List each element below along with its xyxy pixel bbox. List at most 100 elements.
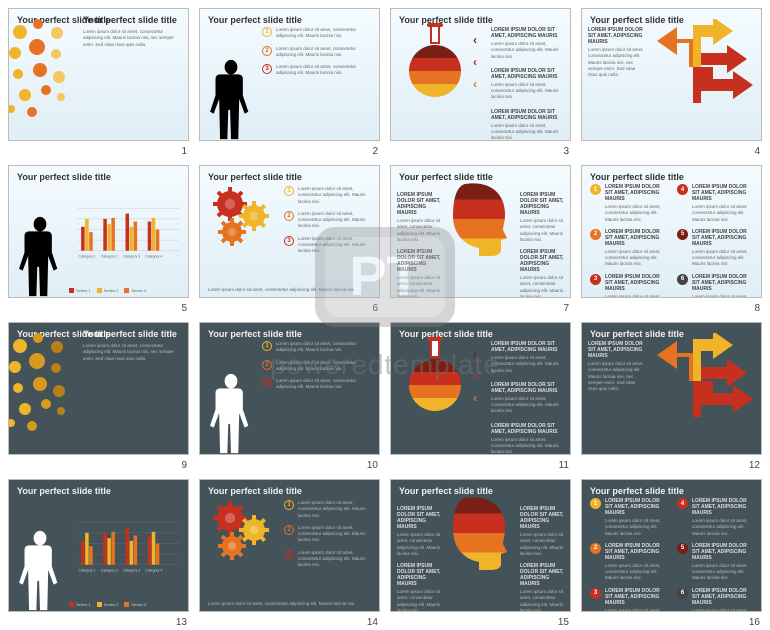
slide-body: Your perfect slide titleLorem ipsum dolo… xyxy=(83,15,180,48)
slide-1[interactable]: Your perfect slide titleYour perfect sli… xyxy=(8,8,189,141)
slide-number: 2 xyxy=(372,146,378,157)
slide-14[interactable]: Your perfect slide title 1Lorem ipsum dol… xyxy=(199,479,380,612)
slide-16[interactable]: Your perfect slide title1LOREM IPSUM DOL… xyxy=(581,479,762,612)
slide-title: Your perfect slide title xyxy=(208,15,371,25)
slide-cell-13: Your perfect slide titleCategory 1Catego… xyxy=(8,479,189,626)
slide-7[interactable]: Your perfect slide titleLOREM IPSUM DOLO… xyxy=(390,165,571,298)
slide-cell-5: Your perfect slide title Category 1Catego… xyxy=(8,165,189,312)
svg-text:Category 2: Category 2 xyxy=(101,255,118,259)
slide-5[interactable]: Your perfect slide title Category 1Catego… xyxy=(8,165,189,298)
slide-number: 5 xyxy=(181,303,187,314)
slide-8[interactable]: Your perfect slide title1LOREM IPSUM DOL… xyxy=(581,165,762,298)
chevron-left-icon: ‹ xyxy=(473,391,477,405)
slide-cell-12: Your perfect slide titleLOREM IPSUM DOLO… xyxy=(581,322,762,469)
slide-number: 12 xyxy=(749,460,760,471)
list-item: 3Lorem ipsum dolor sit amet, consectetur… xyxy=(262,64,373,77)
svg-text:Category 1: Category 1 xyxy=(79,569,96,573)
number-badge: 3 xyxy=(284,550,294,560)
number-badge: 1 xyxy=(590,498,601,509)
slide-number: 15 xyxy=(558,617,569,628)
number-badge: 2 xyxy=(590,229,601,240)
list-item: 2LOREM IPSUM DOLOR SIT AMET, ADIPISCING … xyxy=(590,229,666,268)
slide-cell-10: Your perfect slide title1Lorem ipsum dol… xyxy=(199,322,380,469)
list-item: 2Lorem ipsum dolor sit amet, consectetur… xyxy=(262,46,373,59)
slide-number: 14 xyxy=(367,617,378,628)
number-badge: 4 xyxy=(677,498,688,509)
slide-10[interactable]: Your perfect slide title1Lorem ipsum dol… xyxy=(199,322,380,455)
number-badge: 1 xyxy=(262,341,272,351)
slide-cell-4: Your perfect slide titleLOREM IPSUM DOLO… xyxy=(581,8,762,155)
bar-chart: Category 1 Category 2 Category 3 Category 4 xyxy=(69,498,180,591)
slide-15[interactable]: Your perfect slide titleLOREM IPSUM DOLO… xyxy=(390,479,571,612)
number-badge: 1 xyxy=(284,500,294,510)
slide-11[interactable]: Your perfect slide title‹‹‹LOREM IPSUM D… xyxy=(390,322,571,455)
gears-graphic xyxy=(208,186,278,250)
slide-cell-9: Your perfect slide titleYour perfect sli… xyxy=(8,322,189,469)
slide-9[interactable]: Your perfect slide titleYour perfect sli… xyxy=(8,322,189,455)
slide-cell-7: Your perfect slide titleLOREM IPSUM DOLO… xyxy=(390,165,571,312)
number-badge: 3 xyxy=(590,588,601,599)
slide-cell-2: Your perfect slide title 1Lorem ipsum dol… xyxy=(199,8,380,155)
slide-13[interactable]: Your perfect slide titleCategory 1Catego… xyxy=(8,479,189,612)
slide-number: 13 xyxy=(176,617,187,628)
numbered-list: 1Lorem ipsum dolor sit amet, consectetur… xyxy=(284,500,373,575)
slide-number: 8 xyxy=(754,303,760,314)
list-item: 1Lorem ipsum dolor sit amet, consectetur… xyxy=(262,341,373,354)
legend-item: Series 3 xyxy=(124,288,146,293)
list-item: 5LOREM IPSUM DOLOR SIT AMET, ADIPISCING … xyxy=(677,229,753,268)
list-item: 3LOREM IPSUM DOLOR SIT AMET, ADIPISCING … xyxy=(590,274,666,298)
svg-text:Category 3: Category 3 xyxy=(123,569,140,573)
number-badge: 6 xyxy=(677,588,688,599)
slide-12[interactable]: Your perfect slide titleLOREM IPSUM DOLO… xyxy=(581,322,762,455)
slide-body: Your perfect slide titleLorem ipsum dolo… xyxy=(83,329,180,362)
numbered-list: 1Lorem ipsum dolor sit amet, consectetur… xyxy=(262,27,373,83)
number-badge: 2 xyxy=(284,211,294,221)
list-item: 4LOREM IPSUM DOLOR SIT AMET, ADIPISCING … xyxy=(677,184,753,223)
gears-graphic xyxy=(208,500,278,564)
slide-cell-6: Your perfect slide title1Lorem ipsum dol… xyxy=(199,165,380,312)
list-item: 3LOREM IPSUM DOLOR SIT AMET, ADIPISCING … xyxy=(590,588,666,612)
slide-title: Your perfect slide title xyxy=(208,486,371,496)
number-badge: 4 xyxy=(677,184,688,195)
svg-text:Category 4: Category 4 xyxy=(145,255,162,259)
number-badge: 3 xyxy=(262,378,272,388)
slide-cell-14: Your perfect slide title 1Lorem ipsum dol… xyxy=(199,479,380,626)
list-item: 3Lorem ipsum dolor sit amet, consectetur… xyxy=(262,378,373,391)
slide-number: 6 xyxy=(372,303,378,314)
chevron-col: ‹‹‹ xyxy=(473,347,477,413)
number-badge: 3 xyxy=(262,64,272,74)
slide-title: Your perfect slide title xyxy=(17,486,180,496)
legend-item: Series 1 xyxy=(69,602,91,607)
slide-title: Your perfect slide title xyxy=(17,172,180,182)
slide-cell-3: Your perfect slide title‹‹‹LOREM IPSUM D… xyxy=(390,8,571,155)
flask-graphic xyxy=(405,23,465,101)
slide-cell-15: Your perfect slide titleLOREM IPSUM DOLO… xyxy=(390,479,571,626)
chart-legend: Series 1Series 2Series 3 xyxy=(69,288,146,293)
chart-legend: Series 1Series 2Series 3 xyxy=(69,602,146,607)
list-item: 5LOREM IPSUM DOLOR SIT AMET, ADIPISCING … xyxy=(677,543,753,582)
legend-item: Series 2 xyxy=(97,602,119,607)
number-badge: 1 xyxy=(262,27,272,37)
svg-text:Category 2: Category 2 xyxy=(101,569,118,573)
bar-chart: Category 1Category 2Category 3Category 4 xyxy=(69,184,180,277)
slide-number: 16 xyxy=(749,617,760,628)
svg-text:Category 4: Category 4 xyxy=(145,569,162,573)
slide-number: 7 xyxy=(563,303,569,314)
slide-number: 11 xyxy=(559,460,569,471)
number-badge: 5 xyxy=(677,229,688,240)
slide-grid: Your perfect slide titleYour perfect sli… xyxy=(0,0,770,630)
list-item: 4LOREM IPSUM DOLOR SIT AMET, ADIPISCING … xyxy=(677,498,753,537)
slide-3[interactable]: Your perfect slide title‹‹‹LOREM IPSUM D… xyxy=(390,8,571,141)
number-badge: 1 xyxy=(590,184,601,195)
chevron-left-icon: ‹ xyxy=(473,77,477,91)
chevron-col: ‹‹‹ xyxy=(473,33,477,99)
slide-2[interactable]: Your perfect slide title 1Lorem ipsum dol… xyxy=(199,8,380,141)
number-badge: 5 xyxy=(677,543,688,554)
slide-cell-1: Your perfect slide titleYour perfect sli… xyxy=(8,8,189,155)
slide-6[interactable]: Your perfect slide title1Lorem ipsum dol… xyxy=(199,165,380,298)
slide-4[interactable]: Your perfect slide titleLOREM IPSUM DOLO… xyxy=(581,8,762,141)
numbered-list: 1Lorem ipsum dolor sit amet, consectetur… xyxy=(284,186,373,261)
slide-number: 4 xyxy=(754,146,760,157)
flask-graphic xyxy=(405,337,465,415)
number-badge: 1 xyxy=(284,186,294,196)
